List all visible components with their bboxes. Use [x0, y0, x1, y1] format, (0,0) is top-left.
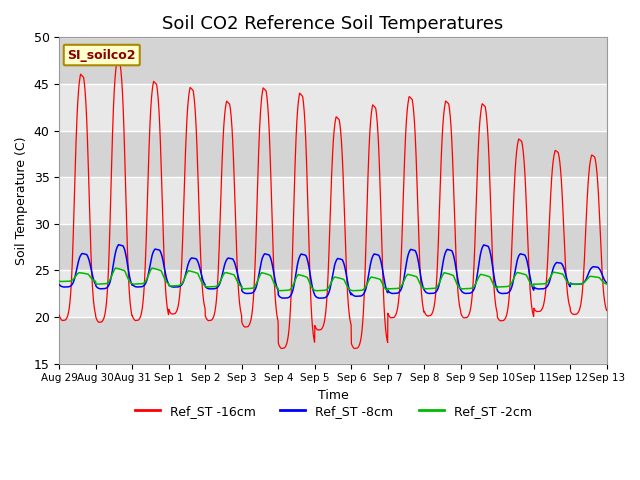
Bar	[60, 131, 607, 177]
Bar	[60, 317, 607, 364]
Text: SI_soilco2: SI_soilco2	[67, 48, 136, 61]
Bar	[60, 84, 607, 131]
Bar	[60, 270, 607, 317]
Bar	[60, 37, 607, 84]
Bar	[60, 224, 607, 270]
Bar	[60, 177, 607, 224]
Title: Soil CO2 Reference Soil Temperatures: Soil CO2 Reference Soil Temperatures	[163, 15, 504, 33]
X-axis label: Time: Time	[317, 389, 349, 402]
Y-axis label: Soil Temperature (C): Soil Temperature (C)	[15, 136, 28, 265]
Legend: Ref_ST -16cm, Ref_ST -8cm, Ref_ST -2cm: Ref_ST -16cm, Ref_ST -8cm, Ref_ST -2cm	[130, 400, 536, 423]
